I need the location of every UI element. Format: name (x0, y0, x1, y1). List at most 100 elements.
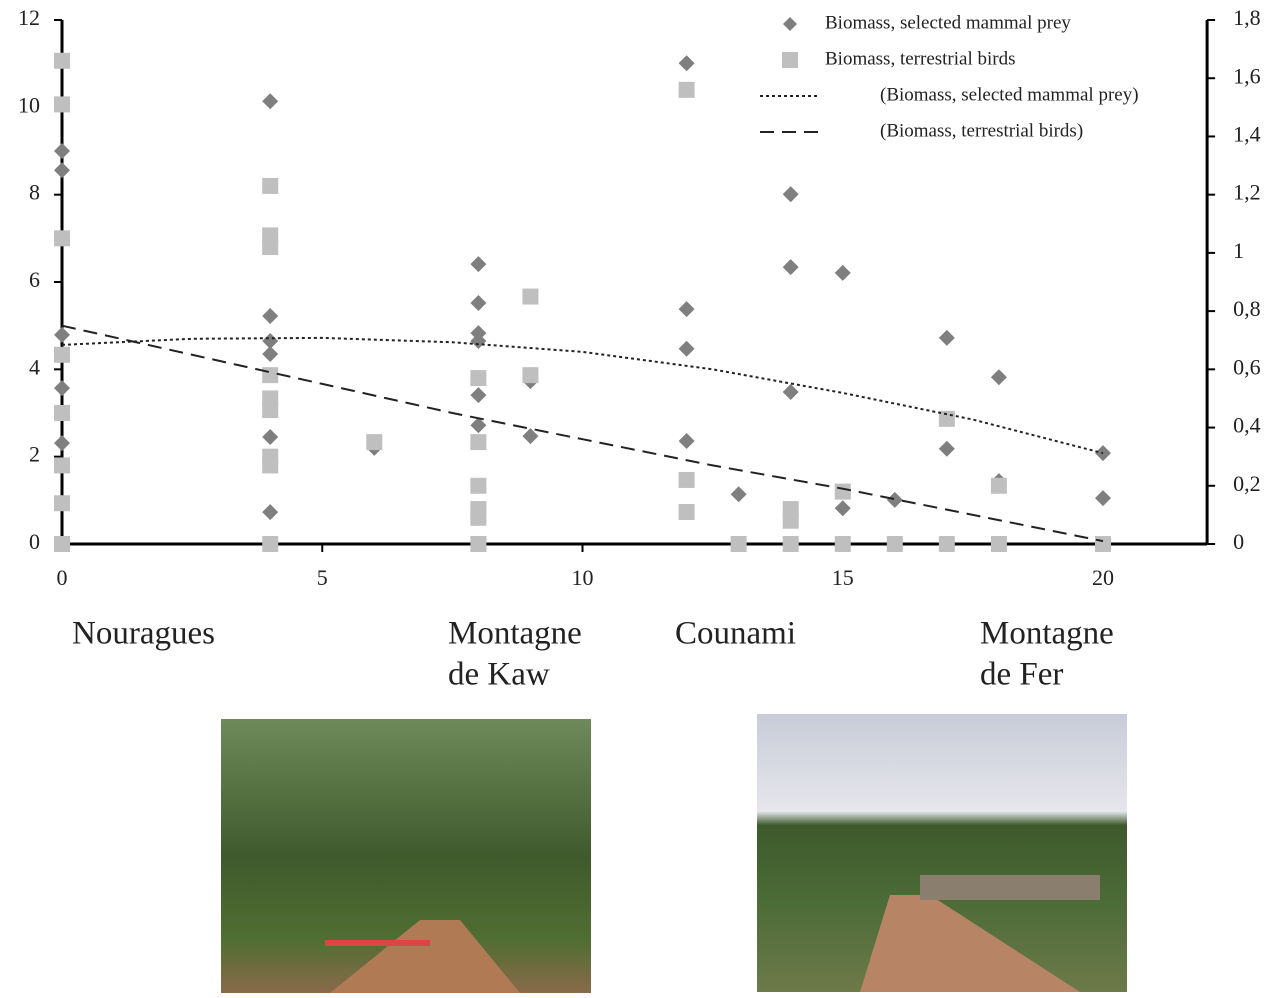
bird-point (678, 503, 695, 520)
bird-point (470, 477, 487, 494)
bird-point (470, 509, 487, 526)
mammal-point (262, 429, 279, 446)
photo-forest-road (221, 719, 591, 993)
mammal-point (470, 387, 487, 404)
y2-tick-label: 0,8 (1233, 296, 1261, 321)
legend-label: (Biomass, selected mammal prey) (880, 84, 1139, 105)
bird-point (470, 536, 487, 552)
legend-marker (782, 52, 798, 68)
mammal-point (262, 346, 279, 363)
mammal-point (1095, 490, 1111, 507)
legend-marker (783, 17, 797, 31)
mammal-point (678, 432, 695, 449)
mammal-point (262, 332, 279, 349)
y2-tick-label: 1 (1233, 238, 1244, 263)
bird-point (782, 536, 799, 552)
x-tick-label: 0 (57, 565, 68, 590)
x-tick-label: 10 (572, 565, 594, 590)
y2-tick-label: 1,4 (1233, 121, 1261, 146)
mammal-point (54, 143, 70, 159)
x-tick-label: 20 (1092, 565, 1114, 590)
bird-point (54, 346, 70, 363)
mammal-point (54, 380, 70, 397)
mammal-point (834, 264, 851, 281)
bird-point (886, 536, 903, 552)
y-tick-label: 0 (29, 529, 40, 554)
bird-point (834, 483, 851, 500)
bird-point (262, 536, 279, 552)
y2-tick-label: 1,6 (1233, 63, 1261, 88)
y-tick-label: 6 (29, 267, 40, 292)
legend-label: Biomass, terrestrial birds (825, 48, 1016, 69)
mammal-point (54, 326, 70, 343)
mammal-point (678, 340, 695, 357)
mammal-point (470, 256, 487, 273)
bird-point (522, 288, 539, 305)
y2-tick-label: 0 (1233, 529, 1244, 554)
mammal-point (782, 186, 799, 203)
bird-point (678, 471, 695, 488)
bird-point (782, 512, 799, 529)
site-label: Nouragues (72, 616, 215, 652)
bird-point (54, 536, 70, 552)
bird-point (990, 536, 1007, 552)
site-label: de Kaw (448, 657, 550, 693)
mammal-point (730, 486, 747, 503)
mammal-point (782, 384, 799, 401)
y2-tick-label: 0,6 (1233, 354, 1261, 379)
mammal-point (262, 93, 279, 110)
y-tick-label: 8 (29, 180, 40, 205)
bird-point (54, 457, 70, 474)
y-tick-label: 4 (29, 354, 40, 379)
bird-point (834, 536, 851, 552)
bird-point (366, 434, 383, 451)
bird-point (262, 239, 279, 256)
bird-point (262, 402, 279, 419)
mammal-point (678, 301, 695, 318)
bird-point (470, 434, 487, 451)
site-label: Montagne (980, 616, 1114, 652)
mammal-point (470, 417, 487, 434)
mammal-point (678, 55, 695, 72)
site-label: de Fer (980, 657, 1063, 693)
bird-point (54, 230, 70, 247)
mammal-point (54, 162, 70, 179)
mammal-point (470, 294, 487, 311)
x-tick-label: 5 (317, 565, 328, 590)
mammal-point (834, 500, 851, 517)
bird-point (54, 96, 70, 113)
photo-logging-road (757, 714, 1127, 992)
mammal-point (938, 440, 955, 457)
bird-point (262, 457, 279, 474)
bird-point (678, 81, 695, 98)
mammal-point (990, 369, 1007, 386)
mammal-point (54, 435, 70, 452)
bird-point (990, 477, 1007, 494)
site-label: Montagne (448, 616, 582, 652)
bird-point (54, 405, 70, 421)
bird-point (470, 370, 487, 387)
trend-line (61, 324, 1104, 543)
trend-line (61, 336, 1104, 455)
mammal-point (262, 308, 279, 325)
y-tick-label: 2 (29, 442, 40, 467)
bird-point (522, 367, 539, 384)
mammal-point (938, 329, 955, 346)
mammal-point (262, 504, 279, 521)
bird-point (938, 536, 955, 552)
mammal-point (782, 259, 799, 276)
bird-point (1095, 536, 1111, 552)
y2-tick-label: 1,8 (1233, 5, 1261, 30)
y2-tick-label: 0,4 (1233, 413, 1261, 438)
bird-point (54, 52, 70, 69)
bird-point (730, 536, 747, 552)
x-tick-label: 15 (832, 565, 854, 590)
mammal-point (522, 428, 539, 445)
bird-point (262, 367, 279, 384)
y2-tick-label: 1,2 (1233, 180, 1261, 205)
bird-point (54, 495, 70, 512)
y-tick-label: 12 (18, 5, 40, 30)
legend-label: Biomass, selected mammal prey (825, 12, 1071, 33)
y-tick-label: 10 (18, 92, 40, 117)
